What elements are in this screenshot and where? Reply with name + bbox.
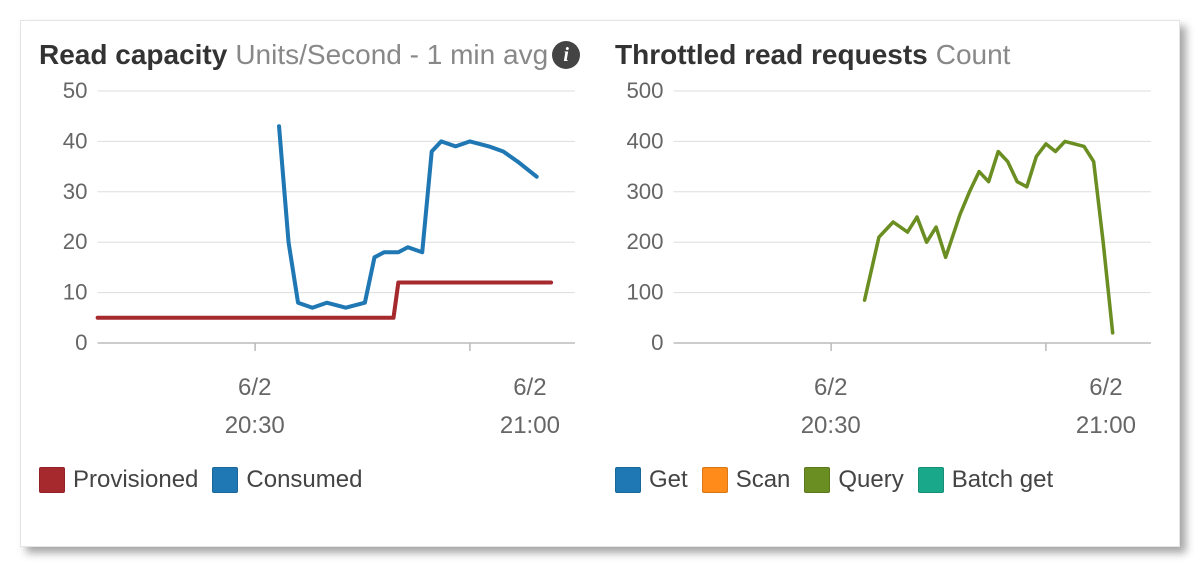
svg-text:10: 10 <box>63 280 88 305</box>
plot-area: 0 100 200 300 400 500 6/220:30 6/221:00 Get Sca… <box>615 81 1161 536</box>
legend: Get Scan Query Batch get <box>615 466 1161 494</box>
info-icon[interactable]: i <box>552 41 580 69</box>
chart-title-bold: Read capacity <box>39 39 227 71</box>
legend-item[interactable]: Get <box>615 466 688 494</box>
chart-title: Read capacity Units/Second - 1 min avg i <box>39 39 585 71</box>
legend-item[interactable]: Query <box>804 466 903 494</box>
legend-label: Batch get <box>952 466 1053 494</box>
svg-text:40: 40 <box>63 129 88 154</box>
legend-swatch <box>702 467 728 493</box>
legend-swatch <box>212 467 238 493</box>
chart-title-sub: Count <box>936 39 1011 71</box>
chart-canvas: 0 100 200 300 400 500 <box>615 81 1161 361</box>
legend-label: Scan <box>736 466 791 494</box>
read-capacity-chart: Read capacity Units/Second - 1 min avg i… <box>39 39 585 536</box>
svg-text:30: 30 <box>63 179 88 204</box>
svg-text:0: 0 <box>75 330 87 355</box>
legend-item[interactable]: Scan <box>702 466 791 494</box>
legend-label: Get <box>649 466 688 494</box>
legend-swatch <box>918 467 944 493</box>
svg-text:300: 300 <box>626 179 663 204</box>
legend-item[interactable]: Consumed <box>212 466 362 494</box>
legend-item[interactable]: Provisioned <box>39 466 198 494</box>
legend-swatch <box>39 467 65 493</box>
legend-label: Consumed <box>246 466 362 494</box>
legend-swatch <box>804 467 830 493</box>
x-tick-label: 6/220:30 <box>801 369 861 446</box>
chart-canvas: 0 10 20 30 40 50 <box>39 81 585 361</box>
svg-text:50: 50 <box>63 81 88 103</box>
legend-label: Provisioned <box>73 466 198 494</box>
x-axis-labels: 6/220:30 6/221:00 <box>615 369 1161 446</box>
chart-title-bold: Throttled read requests <box>615 39 928 71</box>
legend: Provisioned Consumed <box>39 466 585 494</box>
x-tick-label: 6/221:00 <box>1076 369 1136 446</box>
svg-text:500: 500 <box>626 81 663 103</box>
throttled-reads-chart: Throttled read requests Count 0 100 200 300… <box>615 39 1161 536</box>
svg-text:400: 400 <box>626 129 663 154</box>
x-tick-label: 6/221:00 <box>500 369 560 446</box>
legend-item[interactable]: Batch get <box>918 466 1053 494</box>
svg-text:100: 100 <box>626 280 663 305</box>
svg-text:0: 0 <box>651 330 663 355</box>
legend-label: Query <box>838 466 903 494</box>
svg-text:20: 20 <box>63 229 88 254</box>
x-axis-labels: 6/220:30 6/221:00 <box>39 369 585 446</box>
legend-swatch <box>615 467 641 493</box>
chart-title: Throttled read requests Count <box>615 39 1161 71</box>
metrics-panel: Read capacity Units/Second - 1 min avg i… <box>20 20 1180 547</box>
x-tick-label: 6/220:30 <box>225 369 285 446</box>
svg-text:200: 200 <box>626 229 663 254</box>
plot-area: 0 10 20 30 40 50 6/220:30 6/221:00 Provisioned… <box>39 81 585 536</box>
chart-title-sub: Units/Second - 1 min avg <box>235 39 548 71</box>
